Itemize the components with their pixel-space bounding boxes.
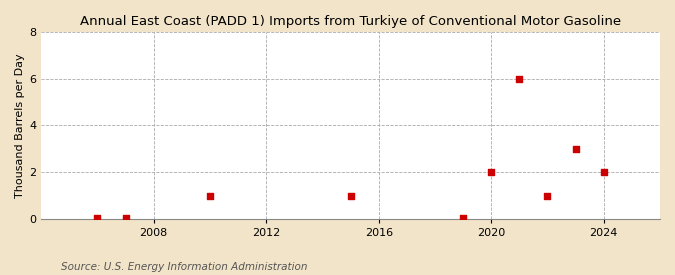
Point bbox=[598, 170, 609, 174]
Point bbox=[514, 76, 524, 81]
Point bbox=[92, 216, 103, 220]
Title: Annual East Coast (PADD 1) Imports from Turkiye of Conventional Motor Gasoline: Annual East Coast (PADD 1) Imports from … bbox=[80, 15, 621, 28]
Y-axis label: Thousand Barrels per Day: Thousand Barrels per Day bbox=[15, 53, 25, 198]
Text: Source: U.S. Energy Information Administration: Source: U.S. Energy Information Administ… bbox=[61, 262, 307, 272]
Point bbox=[542, 193, 553, 198]
Point bbox=[458, 216, 468, 220]
Point bbox=[345, 193, 356, 198]
Point bbox=[486, 170, 497, 174]
Point bbox=[205, 193, 215, 198]
Point bbox=[120, 216, 131, 220]
Point bbox=[570, 147, 581, 151]
